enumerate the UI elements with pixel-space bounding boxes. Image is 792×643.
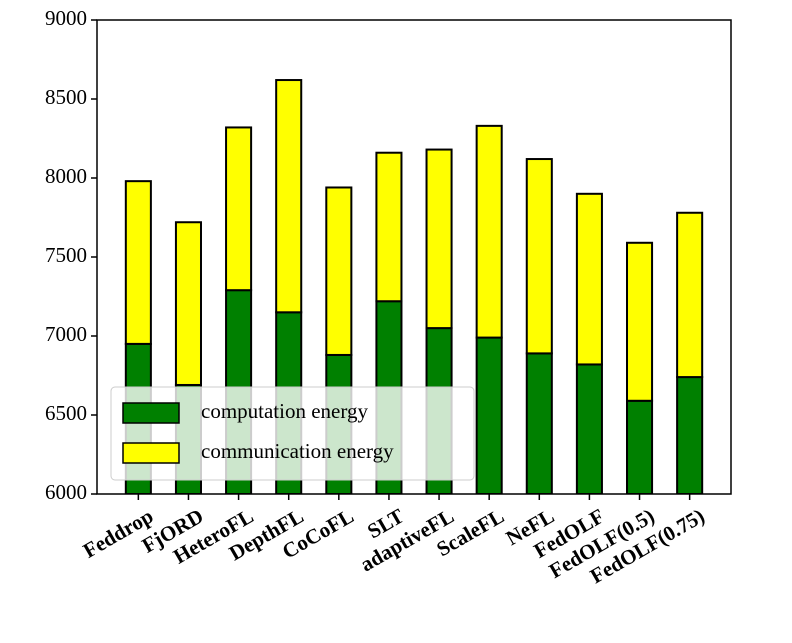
legend-label: computation energy [201, 399, 368, 423]
bar-segment [225, 126, 253, 292]
y-tick-label: 7500 [45, 243, 87, 267]
legend-box [110, 386, 475, 481]
y-tick-label: 8000 [45, 164, 87, 188]
y-tick-label: 9000 [45, 6, 87, 30]
bar-segment [174, 221, 202, 386]
y-tick-label: 6500 [45, 401, 87, 425]
legend: computation energy communication energy [110, 386, 475, 481]
bar-segment [325, 186, 353, 356]
bar-segment [676, 211, 704, 379]
y-tick-label: 6000 [45, 480, 87, 504]
legend-swatch [122, 442, 180, 464]
bar-segment [575, 192, 603, 366]
bar-segment [626, 241, 654, 402]
bar-segment [676, 376, 704, 494]
bar-segment [575, 363, 603, 494]
bar-segment [475, 336, 503, 494]
bar-segment [425, 148, 453, 330]
bar-segment [124, 180, 152, 345]
bar-segment [626, 399, 654, 494]
legend-swatch [122, 402, 180, 424]
y-tick-label: 7000 [45, 322, 87, 346]
bar-segment [275, 79, 303, 314]
bar-segment [375, 151, 403, 303]
bar-segment [475, 124, 503, 339]
plot-frame [96, 19, 732, 495]
bar-segment [525, 158, 553, 355]
legend-label: communication energy [201, 439, 394, 463]
bar-segment [525, 352, 553, 494]
y-tick-label: 8500 [45, 85, 87, 109]
